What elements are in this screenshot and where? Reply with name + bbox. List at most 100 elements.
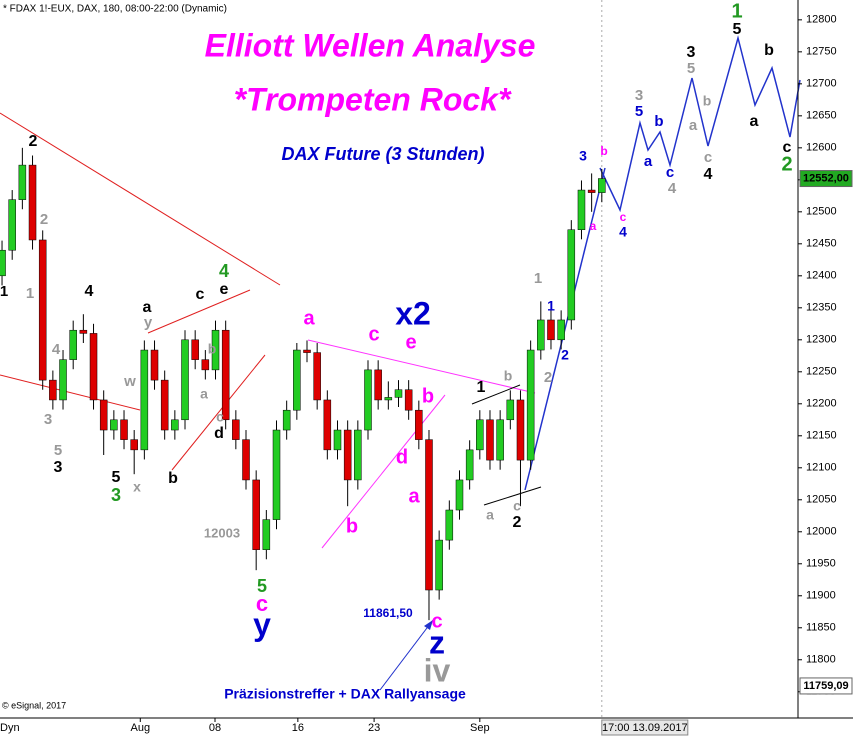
candle-body [69, 329, 77, 360]
arrow-head [424, 620, 433, 630]
annotation: b [600, 144, 607, 158]
candle-body [415, 409, 423, 440]
candle-body [18, 164, 27, 200]
annotation: a [486, 507, 494, 523]
annotation: c [216, 409, 224, 425]
annotation: 3 [111, 485, 121, 505]
annotation: b [703, 93, 712, 109]
annotation: a [644, 153, 653, 170]
y-tick-label: 12250 [806, 366, 837, 378]
trend-line [321, 394, 446, 549]
annotation: c [620, 210, 627, 224]
y-tick-label: 12100 [806, 462, 837, 474]
annotation: b [764, 42, 774, 59]
annotation: e [220, 281, 229, 298]
annotation: 5 [635, 103, 643, 120]
annotation: 4 [85, 283, 94, 300]
annotation: c [666, 164, 674, 181]
trend-line [147, 289, 251, 334]
annotation: y [253, 606, 271, 642]
candle-body [455, 479, 464, 511]
candle-body [313, 352, 321, 401]
annotation: 4 [52, 341, 61, 358]
candle-body [598, 178, 606, 193]
candle-body [262, 519, 271, 550]
annotation: a [200, 386, 208, 402]
candle-body [38, 239, 47, 381]
candle-body [242, 439, 250, 481]
trend-line [524, 167, 606, 491]
annotation: 1 [477, 379, 486, 396]
candle-body [323, 399, 332, 451]
annotation: e [405, 331, 416, 353]
y-tick-label: 12800 [806, 14, 837, 26]
candle-body [303, 349, 311, 353]
y-tick-label: 12000 [806, 526, 837, 538]
candle-body [547, 319, 555, 341]
x-tick-label: Sep [470, 722, 490, 734]
candle-body [232, 419, 240, 440]
candle-body [79, 329, 88, 334]
annotation: *Trompeten Rock* [234, 81, 512, 117]
candle-body [435, 539, 443, 591]
y-tick-label: 11800 [806, 654, 836, 666]
annotation: c [431, 610, 442, 632]
candle-body [49, 379, 57, 401]
y-tick-label: 12700 [806, 78, 837, 90]
annotation: 3 [54, 459, 63, 476]
candle-body [0, 249, 6, 277]
annotation: 2 [781, 153, 792, 175]
candle-body [221, 329, 230, 421]
annotation: a [303, 307, 315, 329]
y-tick-label: 12400 [806, 270, 837, 282]
annotation: c [513, 498, 521, 514]
y-tick-label: 12600 [806, 142, 837, 154]
candle-body [506, 399, 515, 421]
trend-line [471, 384, 521, 405]
candle-body [110, 419, 118, 431]
annotation: x2 [395, 295, 431, 331]
y-tick-label: 12350 [806, 302, 837, 314]
y-tick-label: 12300 [806, 334, 837, 346]
candle-body [99, 399, 108, 431]
candle-body [333, 429, 342, 451]
candle-body [211, 329, 220, 371]
x-tick-label: 16 [292, 722, 304, 734]
candle-body [526, 349, 535, 461]
candle-body [191, 339, 199, 360]
y-tick-label: 11900 [806, 590, 836, 602]
candle-body [59, 359, 67, 401]
trend-line [307, 339, 536, 394]
candle-body [445, 509, 454, 541]
annotation: c [704, 149, 712, 166]
annotation: 2 [29, 133, 38, 150]
y-tick-label: 12750 [806, 46, 837, 58]
annotation: d [214, 425, 224, 442]
annotation: iv [424, 652, 451, 688]
candle-body [384, 397, 393, 401]
annotation: b [346, 515, 358, 537]
candle-body [89, 333, 98, 401]
annotation: w [123, 373, 136, 390]
annotation: y [144, 314, 153, 331]
candle-body [150, 349, 159, 381]
annotation: c [368, 323, 379, 345]
trend-line [0, 112, 281, 286]
price-marker-label: 12552,00 [803, 172, 849, 184]
annotation: 1 [0, 283, 8, 300]
annotation: 2 [40, 211, 48, 228]
candle-body [120, 419, 128, 440]
annotation: b [654, 113, 663, 130]
annotation: 5 [54, 442, 62, 459]
annotation: 3 [687, 44, 696, 61]
annotation: 4 [219, 261, 229, 281]
cursor-label: 17:00 13.09.2017 [602, 722, 688, 734]
candle-body [465, 449, 474, 481]
candle-body [404, 389, 413, 411]
candle-body [557, 319, 565, 341]
annotation: a [408, 485, 420, 507]
annotation: c [783, 139, 792, 156]
candle-body [272, 429, 281, 520]
annotation: b [168, 470, 178, 487]
